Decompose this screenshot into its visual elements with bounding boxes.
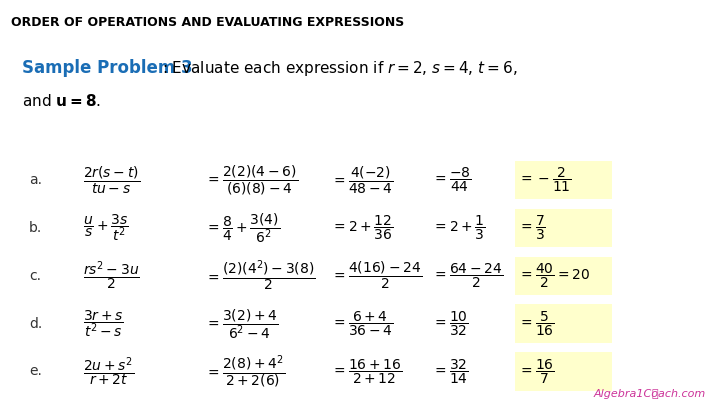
Text: $=\dfrac{6+4}{36-4}$: $=\dfrac{6+4}{36-4}$ xyxy=(331,309,394,338)
Text: and $\mathbf{u = 8}$.: and $\mathbf{u = 8}$. xyxy=(22,93,101,109)
Text: ORDER OF OPERATIONS AND EVALUATING EXPRESSIONS: ORDER OF OPERATIONS AND EVALUATING EXPRE… xyxy=(11,16,404,29)
Text: $\dfrac{3r+s}{t^2-s}$: $\dfrac{3r+s}{t^2-s}$ xyxy=(83,308,124,339)
Text: $=2+\dfrac{12}{36}$: $=2+\dfrac{12}{36}$ xyxy=(331,214,394,242)
Text: $=\dfrac{32}{14}$: $=\dfrac{32}{14}$ xyxy=(432,357,469,386)
Text: $=\dfrac{64-24}{2}$: $=\dfrac{64-24}{2}$ xyxy=(432,262,503,290)
Text: c.: c. xyxy=(29,269,41,283)
Text: $\dfrac{rs^2-3u}{2}$: $\dfrac{rs^2-3u}{2}$ xyxy=(83,259,140,292)
Text: : Evaluate each expression if $r = 2$, $s = 4$, $t = 6$,: : Evaluate each expression if $r = 2$, $… xyxy=(162,59,518,78)
Text: $\dfrac{2u+s^2}{r+2t}$: $\dfrac{2u+s^2}{r+2t}$ xyxy=(83,355,134,388)
Text: $\dfrac{u}{s}+\dfrac{3s}{t^2}$: $\dfrac{u}{s}+\dfrac{3s}{t^2}$ xyxy=(83,213,128,243)
Text: $=\dfrac{4(-2)}{48-4}$: $=\dfrac{4(-2)}{48-4}$ xyxy=(331,164,394,196)
FancyBboxPatch shape xyxy=(515,161,612,199)
FancyBboxPatch shape xyxy=(515,257,612,295)
Text: d.: d. xyxy=(29,317,42,330)
Text: a.: a. xyxy=(29,173,42,187)
Text: $=\dfrac{10}{32}$: $=\dfrac{10}{32}$ xyxy=(432,309,469,338)
Text: Sample Problem 3: Sample Problem 3 xyxy=(22,59,192,77)
Text: $=\dfrac{(2)(4^2)-3(8)}{2}$: $=\dfrac{(2)(4^2)-3(8)}{2}$ xyxy=(205,258,316,293)
FancyBboxPatch shape xyxy=(515,352,612,390)
Text: $=\dfrac{2(2)(4-6)}{(6)(8)-4}$: $=\dfrac{2(2)(4-6)}{(6)(8)-4}$ xyxy=(205,164,298,197)
Text: $=\dfrac{8}{4}+\dfrac{3(4)}{6^2}$: $=\dfrac{8}{4}+\dfrac{3(4)}{6^2}$ xyxy=(205,211,280,245)
FancyBboxPatch shape xyxy=(515,305,612,343)
Text: $=\dfrac{4(16)-24}{2}$: $=\dfrac{4(16)-24}{2}$ xyxy=(331,260,422,292)
Text: $=\dfrac{-8}{44}$: $=\dfrac{-8}{44}$ xyxy=(432,166,472,194)
FancyBboxPatch shape xyxy=(515,209,612,247)
Text: Algebra1Coach.com: Algebra1Coach.com xyxy=(593,389,706,399)
Text: e.: e. xyxy=(29,364,42,378)
Text: $=\dfrac{2(8)+4^2}{2+2(6)}$: $=\dfrac{2(8)+4^2}{2+2(6)}$ xyxy=(205,353,285,390)
Text: $=\dfrac{16}{7}$: $=\dfrac{16}{7}$ xyxy=(518,357,555,386)
Text: 🖩: 🖩 xyxy=(652,389,658,399)
Text: $=\dfrac{16+16}{2+12}$: $=\dfrac{16+16}{2+12}$ xyxy=(331,357,402,386)
Text: b.: b. xyxy=(29,221,42,235)
Text: $\dfrac{2r(s-t)}{tu-s}$: $\dfrac{2r(s-t)}{tu-s}$ xyxy=(83,164,140,196)
Text: $=\dfrac{7}{3}$: $=\dfrac{7}{3}$ xyxy=(518,214,546,242)
Text: $=\dfrac{40}{2}=20$: $=\dfrac{40}{2}=20$ xyxy=(518,262,590,290)
Text: $=2+\dfrac{1}{3}$: $=2+\dfrac{1}{3}$ xyxy=(432,214,486,242)
Text: $=-\dfrac{2}{11}$: $=-\dfrac{2}{11}$ xyxy=(518,166,572,194)
Text: $=\dfrac{3(2)+4}{6^2-4}$: $=\dfrac{3(2)+4}{6^2-4}$ xyxy=(205,307,279,341)
Text: $=\dfrac{5}{16}$: $=\dfrac{5}{16}$ xyxy=(518,309,555,338)
